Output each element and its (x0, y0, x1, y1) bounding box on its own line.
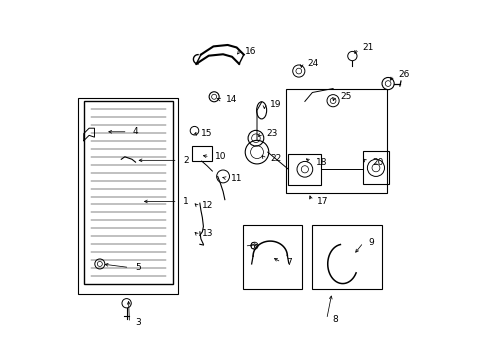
Bar (363, 152, 388, 184)
Text: 24: 24 (306, 59, 318, 68)
Text: 6: 6 (249, 242, 255, 251)
Bar (83, 102, 173, 284)
Text: 18: 18 (316, 158, 327, 167)
Text: 16: 16 (244, 47, 256, 56)
Bar (191, 146, 211, 161)
Text: 13: 13 (201, 229, 213, 238)
Text: 9: 9 (368, 238, 374, 247)
Text: 1: 1 (183, 197, 188, 206)
Bar (312, 225, 381, 289)
Bar (78, 98, 178, 294)
Text: 5: 5 (135, 263, 140, 272)
Text: 22: 22 (269, 154, 281, 163)
Text: 17: 17 (316, 197, 328, 206)
Text: 2: 2 (183, 156, 188, 165)
Text: 23: 23 (266, 129, 277, 138)
Bar (285, 89, 386, 193)
Text: 3: 3 (135, 318, 140, 327)
Text: 26: 26 (398, 70, 409, 79)
Text: 14: 14 (225, 95, 237, 104)
Text: 12: 12 (201, 201, 213, 210)
Text: 19: 19 (269, 100, 281, 109)
Text: 11: 11 (231, 174, 242, 183)
Bar (242, 225, 301, 289)
Text: 25: 25 (339, 91, 350, 100)
Text: 8: 8 (331, 315, 337, 324)
Text: 7: 7 (286, 258, 292, 267)
Text: 15: 15 (201, 129, 212, 138)
Text: 21: 21 (362, 43, 373, 52)
Text: 4: 4 (133, 127, 139, 136)
Text: 10: 10 (215, 152, 226, 161)
Text: 20: 20 (372, 158, 383, 167)
Bar (288, 154, 321, 185)
